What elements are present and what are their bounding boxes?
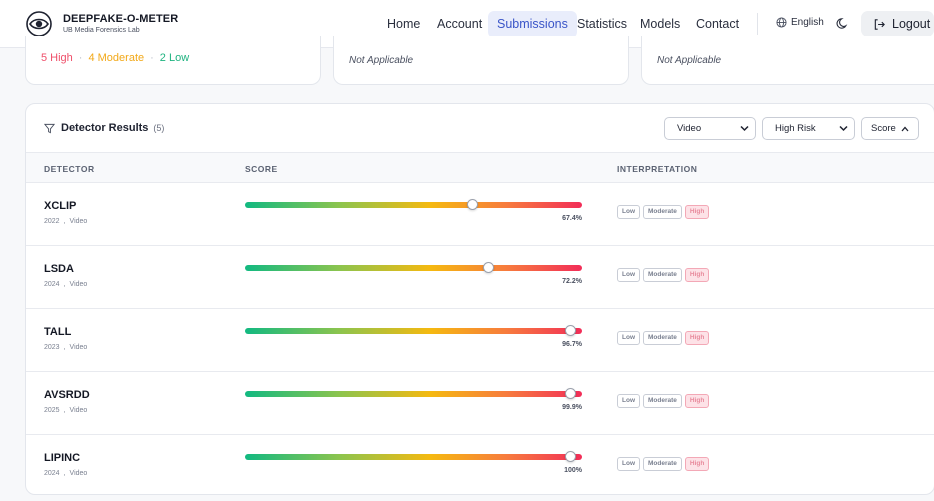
interpretation-scale: Low Moderate High (617, 205, 710, 219)
level-moderate-tag: Moderate (643, 394, 682, 408)
score-marker (565, 325, 577, 336)
detector-name: LIPINC (44, 452, 81, 464)
logout-icon (874, 18, 885, 30)
nav-divider (757, 13, 758, 35)
chevron-up-icon (901, 126, 909, 132)
level-high-tag: High (684, 394, 710, 408)
level-high-tag: High (684, 331, 710, 345)
table-row[interactable]: TALL 2023, Video 96.7% Low Moderate High (26, 309, 934, 372)
high-count: 5 High (41, 52, 73, 64)
score-value: 96.7% (562, 341, 582, 348)
level-moderate-tag: Moderate (643, 331, 682, 345)
eye-logo-icon (26, 11, 52, 37)
level-low-tag: Low (617, 457, 640, 471)
detector-meta: 2024, Video (44, 470, 88, 477)
detector-meta: 2024, Video (44, 281, 88, 288)
risk-breakdown: 5 High · 4 Moderate · 2 Low (41, 52, 190, 64)
globe-icon (776, 17, 787, 28)
nav-contact[interactable]: Contact (696, 17, 740, 31)
brand-subtitle: UB Media Forensics Lab (63, 27, 140, 34)
score-marker (565, 388, 577, 399)
level-high-tag: High (684, 268, 710, 282)
level-moderate-tag: Moderate (643, 268, 682, 282)
nav-models[interactable]: Models (640, 17, 681, 31)
media-type-select[interactable]: Video (664, 117, 756, 140)
score-bar: 72.2% (245, 262, 582, 285)
score-marker (565, 451, 577, 462)
risk-level-value: High Risk (775, 123, 816, 134)
level-low-tag: Low (617, 331, 640, 345)
col-detector: DETECTOR (44, 164, 95, 174)
score-bar: 100% (245, 451, 582, 474)
col-score: SCORE (245, 164, 278, 174)
detector-meta: 2025, Video (44, 407, 88, 414)
table-header: DETECTOR SCORE INTERPRETATION (26, 152, 934, 183)
summary-card-2: Not Applicable (333, 36, 629, 85)
chevron-down-icon (839, 125, 848, 132)
logout-label: Logout (892, 17, 931, 31)
nav-statistics[interactable]: Statistics (577, 17, 628, 31)
brand-title: DEEPFAKE-O-METER (63, 13, 179, 25)
score-value: 72.2% (562, 278, 582, 285)
level-high-tag: High (684, 205, 710, 219)
score-bar: 67.4% (245, 199, 582, 222)
detector-results-panel: Detector Results (5) Video High Risk Sco… (25, 103, 934, 495)
level-high-tag: High (684, 457, 710, 471)
table-row[interactable]: AVSRDD 2025, Video 99.9% Low Moderate Hig… (26, 372, 934, 435)
low-count: 2 Low (159, 52, 190, 64)
results-title: Detector Results (5) (44, 122, 164, 134)
nav-account[interactable]: Account (437, 17, 483, 31)
score-bar: 96.7% (245, 325, 582, 348)
score-marker (482, 262, 494, 273)
table-row[interactable]: LSDA 2024, Video 72.2% Low Moderate High (26, 246, 934, 309)
logout-button[interactable]: Logout (861, 11, 934, 37)
sort-score-button[interactable]: Score (861, 117, 919, 140)
results-header: Detector Results (5) Video High Risk Sco… (26, 104, 934, 152)
level-low-tag: Low (617, 268, 640, 282)
summary-card-2-value: Not Applicable (349, 55, 414, 66)
moderate-count: 4 Moderate (88, 52, 145, 64)
score-bar: 99.9% (245, 388, 582, 411)
level-moderate-tag: Moderate (643, 457, 682, 471)
brand-link[interactable]: DEEPFAKE-O-METER UB Media Forensics Lab (26, 11, 178, 37)
detector-meta: 2022, Video (44, 218, 88, 225)
interpretation-scale: Low Moderate High (617, 268, 710, 282)
detector-meta: 2023, Video (44, 344, 88, 351)
level-low-tag: Low (617, 394, 640, 408)
level-moderate-tag: Moderate (643, 205, 682, 219)
results-count: (5) (153, 123, 165, 133)
nav-home[interactable]: Home (387, 17, 421, 31)
detector-name: LSDA (44, 263, 74, 275)
table-row[interactable]: LIPINC 2024, Video 100% Low Moderate High (26, 435, 934, 494)
score-value: 100% (564, 467, 582, 474)
score-value: 67.4% (562, 215, 582, 222)
sort-score-label: Score (871, 123, 896, 134)
score-value: 99.9% (562, 404, 582, 411)
interpretation-scale: Low Moderate High (617, 457, 710, 471)
moon-icon[interactable] (836, 17, 849, 30)
level-low-tag: Low (617, 205, 640, 219)
filter-icon (44, 123, 55, 133)
col-interpretation: INTERPRETATION (617, 164, 698, 174)
media-type-value: Video (677, 123, 702, 134)
results-title-text: Detector Results (61, 122, 149, 134)
summary-card-3: Not Applicable (641, 36, 934, 85)
language-selector[interactable]: English (776, 17, 824, 28)
score-marker (466, 199, 478, 210)
interpretation-scale: Low Moderate High (617, 394, 710, 408)
chevron-down-icon (740, 125, 749, 132)
risk-summary-card: 5 High · 4 Moderate · 2 Low (25, 36, 321, 85)
nav-submissions[interactable]: Submissions (488, 11, 577, 38)
detector-name: AVSRDD (44, 389, 90, 401)
risk-level-select[interactable]: High Risk (762, 117, 855, 140)
table-row[interactable]: XCLIP 2022, Video 67.4% Low Moderate High (26, 183, 934, 246)
summary-card-3-value: Not Applicable (657, 55, 722, 66)
language-label: English (791, 17, 824, 28)
detector-name: XCLIP (44, 200, 77, 212)
detector-name: TALL (44, 326, 72, 338)
interpretation-scale: Low Moderate High (617, 331, 710, 345)
